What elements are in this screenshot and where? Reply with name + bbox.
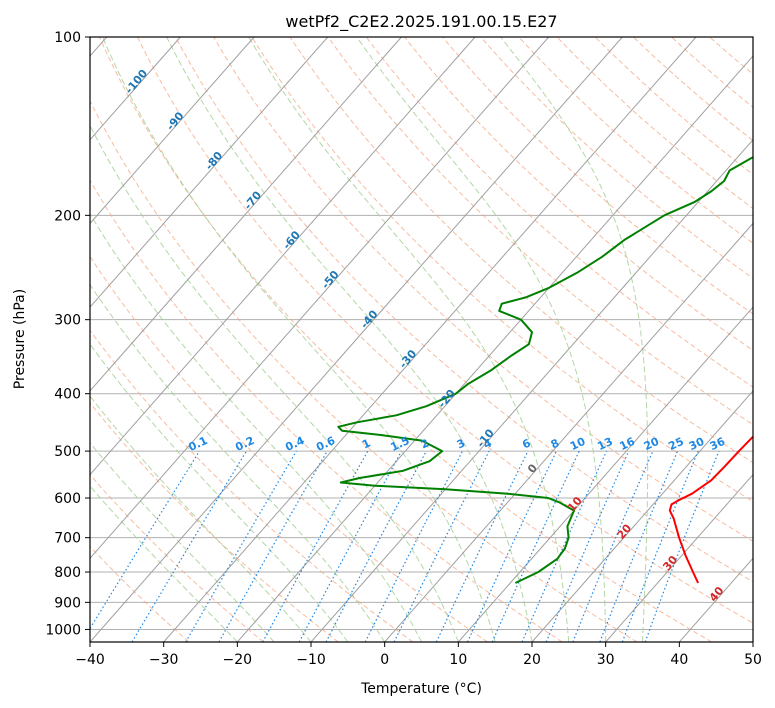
dry-adiabat-line: [251, 37, 753, 503]
series-layer: [337, 156, 753, 584]
x-axis-label: Temperature (°C): [360, 681, 482, 697]
isotherm-line: [384, 222, 753, 642]
mixing-ratio-line: [466, 450, 558, 642]
mixing-ratio-line: [90, 450, 201, 630]
y-tick-label: 900: [54, 595, 81, 611]
isotherm-line: [90, 37, 329, 308]
dry-adiabat-line: [632, 37, 753, 142]
isotherm-line: [90, 37, 623, 642]
y-tick-label: 600: [54, 491, 81, 507]
y-axis-label: Pressure (hPa): [12, 289, 28, 389]
mixing-ratio-line: [185, 450, 297, 642]
isotherm-line: [605, 473, 753, 642]
mixing-ratio-label: 25: [666, 435, 685, 453]
x-tick-label: −40: [75, 652, 105, 668]
x-tick-label: 50: [744, 652, 762, 668]
dry-adiabat-line: [90, 329, 414, 642]
isotherm-line: [310, 138, 753, 642]
x-tick-label: 0: [380, 652, 389, 668]
mixing-ratio-line: [572, 450, 654, 642]
background-lines: [90, 37, 753, 642]
mixing-ratio-line: [491, 450, 580, 642]
mixing-ratio-label: 36: [708, 435, 728, 453]
y-tick-label: 200: [54, 208, 81, 224]
isotherm-line: [163, 37, 697, 642]
mixing-ratio-line: [131, 450, 247, 642]
dewpoint-profile-line: [337, 156, 753, 584]
moist-adiabat-line: [166, 37, 533, 642]
moist-adiabat-line: [90, 485, 238, 642]
x-tick-label: −20: [223, 652, 253, 668]
isotherm-line: [531, 390, 753, 642]
moist-adiabat-line: [90, 212, 422, 642]
moist-adiabat-line: [90, 343, 349, 642]
y-tick-label: 800: [54, 565, 81, 581]
dry-adiabat-line: [175, 37, 753, 583]
dry-adiabat-line: [327, 37, 753, 426]
dry-adiabat-line: [98, 37, 712, 642]
y-tick-label: 700: [54, 531, 81, 547]
dry-adiabat-line: [137, 37, 753, 624]
mixing-ratio-label: 10: [568, 435, 588, 453]
isotherm-line: [90, 37, 550, 560]
mixing-ratio-line: [435, 450, 529, 642]
x-tick-label: −10: [296, 652, 326, 668]
moist-adiabat-line: [90, 124, 459, 642]
isotherm-line: [90, 37, 255, 225]
mixing-ratio-label: 13: [595, 435, 614, 453]
dry-adiabat-line: [365, 37, 753, 388]
isotherm-line: [457, 306, 753, 642]
isotherm-line: [90, 37, 181, 141]
x-tick-label: 30: [597, 652, 615, 668]
mixing-ratio-line: [298, 450, 403, 642]
moist-adiabat-line: [356, 37, 607, 642]
x-tick-label: 10: [449, 652, 467, 668]
dry-adiabat-line: [442, 37, 753, 315]
y-tick-label: 100: [54, 30, 81, 46]
mixing-ratio-line: [545, 450, 630, 642]
dry-adiabat-line: [404, 37, 753, 351]
dry-adiabat-line: [90, 99, 638, 642]
x-tick-label: 20: [523, 652, 541, 668]
mixing-ratio-label: 20: [642, 435, 662, 453]
isotherm-line: [90, 37, 402, 392]
moist-adiabat-line: [248, 37, 570, 642]
y-tick-label: 500: [54, 444, 81, 460]
x-tick-label: −30: [149, 652, 179, 668]
plot-frame: [89, 36, 754, 643]
moist-adiabat-line: [90, 283, 386, 642]
x-tick-label: 40: [670, 652, 688, 668]
axis-layer: −40 −30 −20 −10 0 10 20 30 40 50 100 200 300 400 500 60…: [45, 30, 762, 668]
y-tick-label: 400: [54, 387, 81, 403]
moist-adiabat-line: [90, 442, 275, 642]
isotherm-line: [236, 55, 753, 642]
dry-adiabat-line: [556, 37, 753, 210]
temperature-profile-line: [668, 435, 753, 584]
dry-adiabat-line: [90, 255, 488, 642]
y-tick-label: 300: [54, 313, 81, 329]
mixing-ratio-label: 16: [618, 435, 638, 453]
moist-adiabat-line: [500, 37, 649, 642]
chart-title: wetPf2_C2E2.2025.191.00.15.E27: [285, 12, 557, 32]
mixing-ratio-line: [218, 450, 328, 642]
y-tick-label: 1000: [45, 622, 81, 638]
isotherm-line: [90, 37, 476, 476]
dry-adiabat-line: [480, 37, 753, 279]
mixing-ratio-label: 30: [687, 435, 707, 453]
